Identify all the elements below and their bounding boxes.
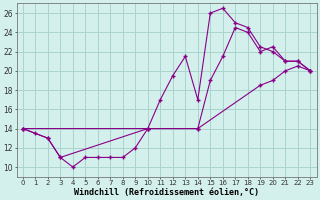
- X-axis label: Windchill (Refroidissement éolien,°C): Windchill (Refroidissement éolien,°C): [74, 188, 259, 197]
